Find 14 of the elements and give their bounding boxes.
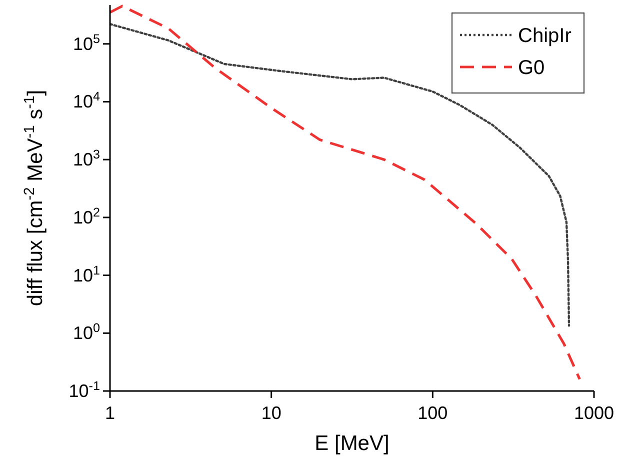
x-axis-title: E [MeV] xyxy=(314,432,390,455)
y-tick-label: 10$^{1}$ xyxy=(72,263,100,286)
y-tick-label: 10$^{-1}$ xyxy=(68,379,100,401)
legend-label: G0 xyxy=(518,57,545,79)
x-tick-label: 1000 xyxy=(574,403,614,423)
y-tick-label: 10$^{0}$ xyxy=(72,321,100,344)
x-tick-label: 1 xyxy=(104,403,116,423)
x-tick-label: 100 xyxy=(418,403,448,423)
y-tick-label: 10$^{4}$ xyxy=(72,90,100,112)
x-tick-label: 10 xyxy=(261,403,282,423)
y-tick-label: 10$^{2}$ xyxy=(72,205,100,228)
legend-label: ChipIr xyxy=(518,25,572,47)
y-tick-label: 10$^{5}$ xyxy=(72,32,100,54)
y-tick-label: 10$^{3}$ xyxy=(72,148,100,170)
